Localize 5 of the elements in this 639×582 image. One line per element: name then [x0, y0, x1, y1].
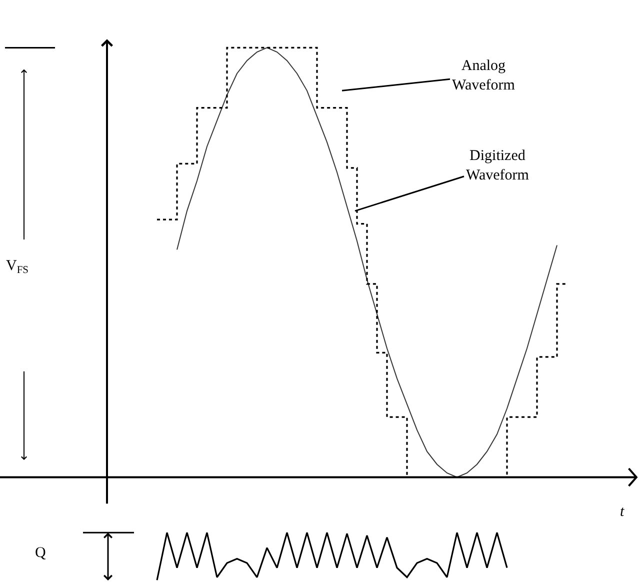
text: V$_{FS}$	[6, 258, 29, 276]
annotation: Analog Waveform	[452, 58, 516, 94]
x-axis-title: t	[620, 504, 625, 520]
text: Q	[35, 545, 46, 561]
annotation: Digitized Waveform	[466, 148, 530, 184]
